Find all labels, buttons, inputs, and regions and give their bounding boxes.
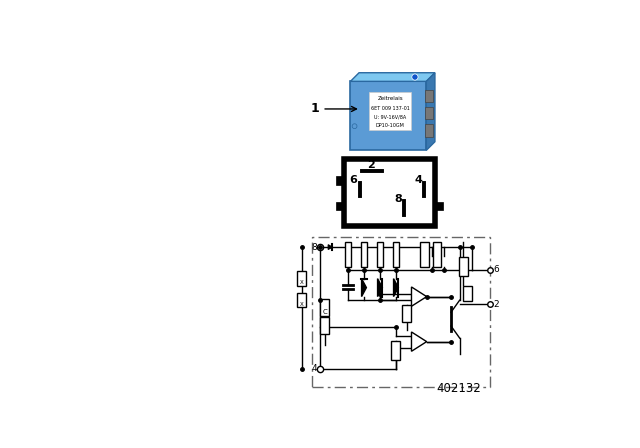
Text: 8: 8	[394, 194, 403, 204]
Bar	[435, 202, 442, 210]
Bar	[344, 159, 435, 226]
Bar	[369, 92, 411, 129]
Bar	[321, 299, 330, 316]
Circle shape	[352, 124, 357, 129]
Bar	[360, 242, 367, 267]
Polygon shape	[378, 279, 383, 297]
Bar	[336, 176, 344, 185]
Bar	[392, 340, 401, 360]
Text: U: 9V-16V/8A: U: 9V-16V/8A	[374, 115, 406, 120]
Text: 2: 2	[367, 160, 375, 170]
Bar	[392, 242, 399, 267]
Bar	[351, 82, 426, 151]
Bar	[336, 202, 344, 210]
Text: DP10-10GM: DP10-10GM	[376, 123, 404, 128]
Polygon shape	[351, 73, 435, 82]
Text: 4: 4	[415, 176, 422, 185]
Text: 402132: 402132	[436, 382, 481, 395]
Bar	[402, 305, 411, 322]
Bar	[312, 237, 490, 387]
Polygon shape	[426, 73, 435, 151]
Polygon shape	[362, 279, 367, 297]
Bar	[463, 285, 472, 301]
Text: Zeitrelais: Zeitrelais	[378, 96, 403, 101]
Polygon shape	[394, 279, 398, 297]
Circle shape	[412, 74, 418, 80]
Text: X: X	[300, 280, 304, 285]
Text: 8: 8	[312, 243, 317, 252]
Text: X: X	[300, 302, 304, 306]
Bar	[298, 271, 307, 286]
Text: 6ET 009 137-01: 6ET 009 137-01	[371, 107, 410, 112]
Bar	[424, 90, 433, 102]
Bar	[376, 242, 383, 267]
Text: 4: 4	[312, 364, 317, 373]
Text: C: C	[323, 310, 327, 315]
Text: 6: 6	[349, 176, 358, 185]
Text: 1: 1	[310, 103, 356, 116]
Bar	[298, 293, 307, 307]
Bar	[321, 317, 330, 334]
Bar	[344, 242, 351, 267]
Polygon shape	[328, 245, 332, 250]
Text: 2: 2	[493, 300, 499, 309]
Bar	[424, 125, 433, 137]
Polygon shape	[412, 332, 427, 351]
Text: 6: 6	[493, 265, 499, 274]
Bar	[433, 242, 441, 267]
Polygon shape	[412, 287, 427, 306]
Bar	[424, 107, 433, 119]
Bar	[460, 257, 468, 276]
Bar	[420, 242, 429, 267]
